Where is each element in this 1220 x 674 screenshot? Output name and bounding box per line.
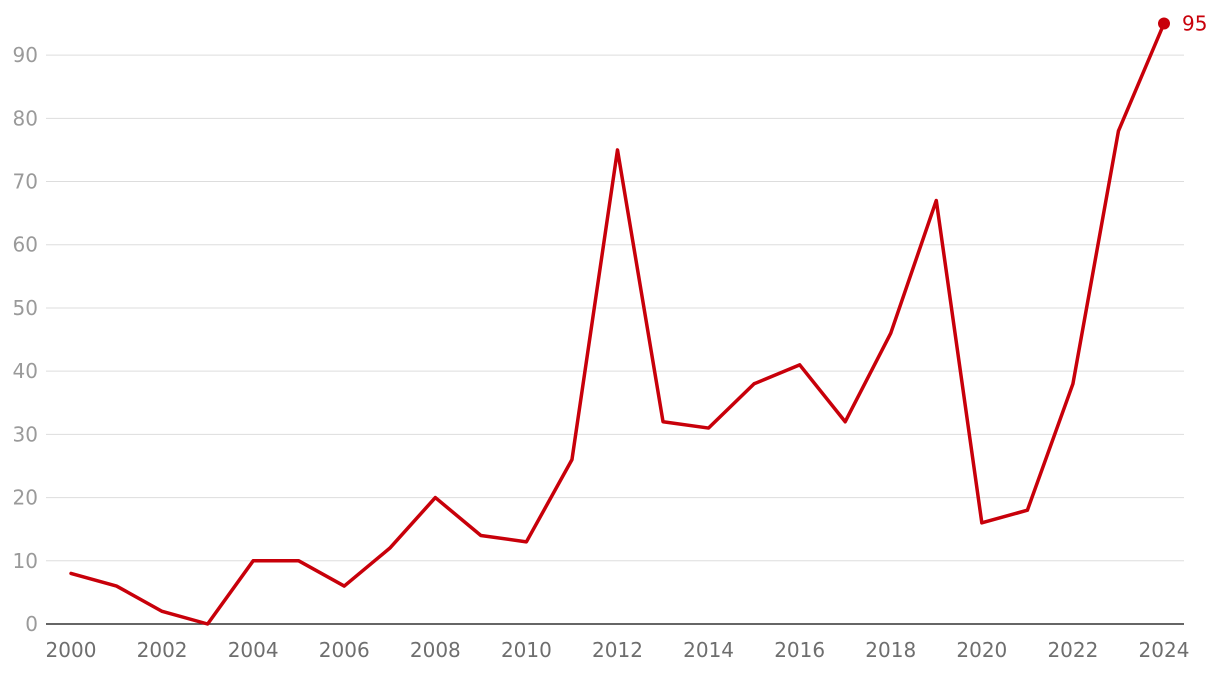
x-tick-label: 2002	[137, 638, 188, 662]
x-tick-label: 2010	[501, 638, 552, 662]
grid-lines	[46, 54, 1184, 562]
end-point-marker	[1158, 17, 1170, 30]
x-tick-label: 2022	[1047, 638, 1098, 662]
y-tick-label: 80	[13, 106, 38, 130]
annotations: 95	[1158, 12, 1207, 36]
tick-labels: 0 10 20 30 40 50 60 70 80 90 2000 2002 2004 2006 2008 2…	[13, 43, 1190, 662]
x-tick-label: 2004	[228, 638, 279, 662]
y-tick-label: 70	[13, 170, 38, 194]
x-tick-label: 2000	[46, 638, 97, 662]
x-tick-label: 2012	[592, 638, 643, 662]
y-tick-label: 10	[13, 549, 38, 573]
x-tick-label: 2020	[956, 638, 1007, 662]
series-layer	[69, 21, 1166, 626]
x-tick-label: 2024	[1139, 638, 1190, 662]
y-tick-label: 30	[13, 422, 38, 446]
y-tick-label: 50	[13, 296, 38, 320]
y-tick-label: 60	[13, 233, 38, 257]
y-tick-label: 40	[13, 359, 38, 383]
series-line	[69, 21, 1166, 626]
x-tick-label: 2008	[410, 638, 461, 662]
x-tick-label: 2006	[319, 638, 370, 662]
end-point-label: 95	[1182, 12, 1207, 36]
y-tick-label: 90	[13, 43, 38, 67]
y-tick-label: 20	[13, 486, 38, 510]
x-tick-label: 2014	[683, 638, 734, 662]
x-tick-label: 2018	[865, 638, 916, 662]
x-tick-label: 2016	[774, 638, 825, 662]
y-tick-label: 0	[25, 612, 38, 636]
